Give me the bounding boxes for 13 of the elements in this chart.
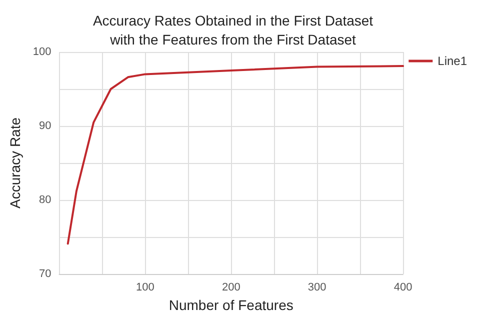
x-tick-label: 100 (136, 282, 154, 294)
chart-title: Accuracy Rates Obtained in the First Dataset with the Features from the First Dataset (92, 12, 374, 48)
legend-label: Line1 (438, 54, 468, 68)
x-axis-title: Number of Features (168, 296, 294, 313)
x-tick-label: 400 (394, 282, 412, 294)
x-tick-label: 300 (308, 282, 326, 294)
y-tick-label: 80 (39, 194, 52, 206)
y-tick-label: 90 (39, 120, 52, 132)
y-axis-title: Accuracy Rate (7, 117, 23, 209)
y-tick-label: 100 (32, 46, 52, 58)
line-series (66, 65, 404, 245)
y-tick-label: 70 (39, 268, 52, 280)
x-tick-label: 200 (222, 282, 240, 294)
